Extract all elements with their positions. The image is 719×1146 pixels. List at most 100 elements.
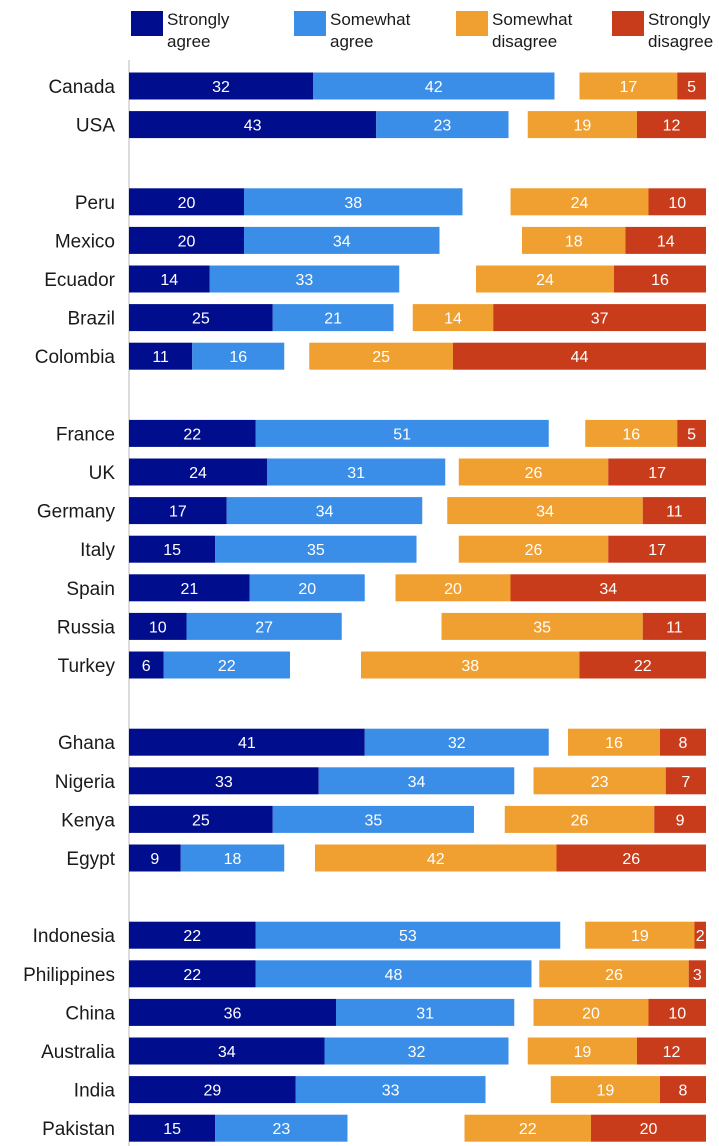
value-label: 32 bbox=[212, 79, 230, 96]
value-label: 20 bbox=[582, 1005, 600, 1022]
bar-segment-strongly-agree bbox=[129, 497, 227, 525]
value-label: 24 bbox=[571, 195, 589, 212]
bar-segment-somewhat-agree bbox=[255, 921, 561, 949]
bar-segment-somewhat-agree bbox=[376, 111, 509, 139]
value-label: 32 bbox=[408, 1044, 426, 1061]
value-label: 23 bbox=[272, 1121, 290, 1138]
bar-segment-somewhat-agree bbox=[215, 535, 417, 563]
country-label: Turkey bbox=[58, 656, 116, 677]
legend-label-1-line2: agree bbox=[167, 32, 210, 51]
bar-segment-somewhat-disagree bbox=[510, 188, 649, 216]
value-label: 10 bbox=[668, 1005, 686, 1022]
row-usa: USA 43 23 19 12 bbox=[76, 111, 706, 139]
legend-label-3-line2: disagree bbox=[492, 32, 557, 51]
country-label: China bbox=[65, 1003, 115, 1024]
value-label: 12 bbox=[663, 1044, 681, 1061]
country-label: Australia bbox=[41, 1042, 115, 1063]
bar-segment-strongly-disagree bbox=[591, 1114, 706, 1142]
value-label: 17 bbox=[648, 542, 666, 559]
row-indonesia: Indonesia 22 53 19 2 bbox=[33, 921, 706, 949]
value-label: 22 bbox=[183, 967, 201, 984]
country-label: India bbox=[74, 1081, 116, 1102]
row-peru: Peru 20 38 24 10 bbox=[75, 188, 706, 216]
bar-segment-strongly-disagree bbox=[556, 844, 706, 872]
legend-label-4-line2: disagree bbox=[648, 32, 713, 51]
value-label: 26 bbox=[525, 465, 543, 482]
bar-segment-strongly-agree bbox=[129, 111, 377, 139]
bar-segment-somewhat-agree bbox=[244, 226, 440, 254]
value-label: 21 bbox=[324, 311, 342, 328]
country-label: USA bbox=[76, 116, 115, 137]
country-label: Canada bbox=[48, 77, 115, 98]
value-label: 29 bbox=[203, 1083, 221, 1100]
bar-segment-somewhat-agree bbox=[186, 612, 342, 640]
value-label: 48 bbox=[385, 967, 403, 984]
value-label: 10 bbox=[149, 619, 167, 636]
bar-segment-somewhat-agree bbox=[249, 574, 365, 602]
bar-segment-strongly-disagree bbox=[648, 188, 706, 216]
value-label: 22 bbox=[218, 658, 236, 675]
bar-segment-somewhat-disagree bbox=[533, 998, 649, 1026]
bar-segment-somewhat-disagree bbox=[585, 419, 678, 447]
value-label: 6 bbox=[142, 658, 151, 675]
value-label: 8 bbox=[679, 1083, 688, 1100]
legend-label-3-line1: Somewhat bbox=[492, 10, 573, 29]
legend-label-2-line1: Somewhat bbox=[330, 10, 411, 29]
value-label: 22 bbox=[519, 1121, 537, 1138]
value-label: 33 bbox=[215, 774, 233, 791]
value-label: 20 bbox=[178, 195, 196, 212]
country-label: Philippines bbox=[23, 965, 115, 986]
bar-segment-strongly-agree bbox=[129, 226, 244, 254]
bar-segment-strongly-agree bbox=[129, 265, 210, 293]
bar-segment-strongly-agree bbox=[129, 651, 164, 679]
value-label: 25 bbox=[192, 812, 210, 829]
bar-segment-strongly-disagree bbox=[614, 265, 706, 293]
bar-segment-somewhat-agree bbox=[163, 651, 290, 679]
value-label: 5 bbox=[687, 426, 696, 443]
bar-segment-strongly-disagree bbox=[688, 960, 706, 988]
value-label: 26 bbox=[525, 542, 543, 559]
row-russia: Russia 10 27 35 11 bbox=[57, 612, 706, 640]
bar-segment-strongly-disagree bbox=[608, 535, 706, 563]
bar-segment-somewhat-disagree bbox=[361, 651, 580, 679]
legend-swatch-1 bbox=[131, 11, 163, 36]
bar-segment-strongly-agree bbox=[129, 458, 267, 486]
value-label: 2 bbox=[696, 928, 705, 945]
value-label: 26 bbox=[571, 812, 589, 829]
row-turkey: Turkey 6 22 38 22 bbox=[58, 651, 706, 679]
bar-segment-somewhat-agree bbox=[318, 767, 515, 795]
bar-segment-somewhat-disagree bbox=[315, 844, 557, 872]
bar-segment-somewhat-agree bbox=[313, 72, 555, 100]
country-label: Indonesia bbox=[33, 926, 116, 947]
bar-segment-somewhat-agree bbox=[267, 458, 446, 486]
value-label: 43 bbox=[244, 118, 262, 135]
value-label: 22 bbox=[634, 658, 652, 675]
row-germany: Germany 17 34 34 11 bbox=[37, 497, 706, 525]
bar-segment-strongly-agree bbox=[129, 728, 365, 756]
value-label: 18 bbox=[565, 233, 583, 250]
country-label: UK bbox=[89, 463, 116, 484]
value-label: 17 bbox=[619, 79, 637, 96]
value-label: 35 bbox=[307, 542, 325, 559]
bar-segment-somewhat-disagree bbox=[447, 497, 643, 525]
bar-segment-strongly-agree bbox=[129, 535, 216, 563]
bar-segment-strongly-agree bbox=[129, 767, 319, 795]
bar-segment-strongly-agree bbox=[129, 998, 336, 1026]
bar-segment-somewhat-agree bbox=[295, 1076, 486, 1104]
row-brazil: Brazil 25 21 14 37 bbox=[67, 304, 706, 332]
bar-segment-strongly-disagree bbox=[654, 805, 706, 833]
value-label: 34 bbox=[408, 774, 426, 791]
value-label: 36 bbox=[224, 1005, 242, 1022]
value-label: 20 bbox=[640, 1121, 658, 1138]
bar-segment-somewhat-disagree bbox=[309, 342, 453, 370]
value-label: 37 bbox=[591, 311, 609, 328]
row-kenya: Kenya 25 35 26 9 bbox=[61, 805, 706, 833]
value-label: 11 bbox=[666, 504, 683, 521]
row-pakistan: Pakistan 15 23 22 20 bbox=[42, 1114, 706, 1142]
value-label: 34 bbox=[599, 581, 617, 598]
bar-segment-strongly-disagree bbox=[648, 998, 706, 1026]
value-label: 24 bbox=[189, 465, 207, 482]
country-label: Spain bbox=[66, 579, 115, 600]
value-label: 20 bbox=[298, 581, 316, 598]
